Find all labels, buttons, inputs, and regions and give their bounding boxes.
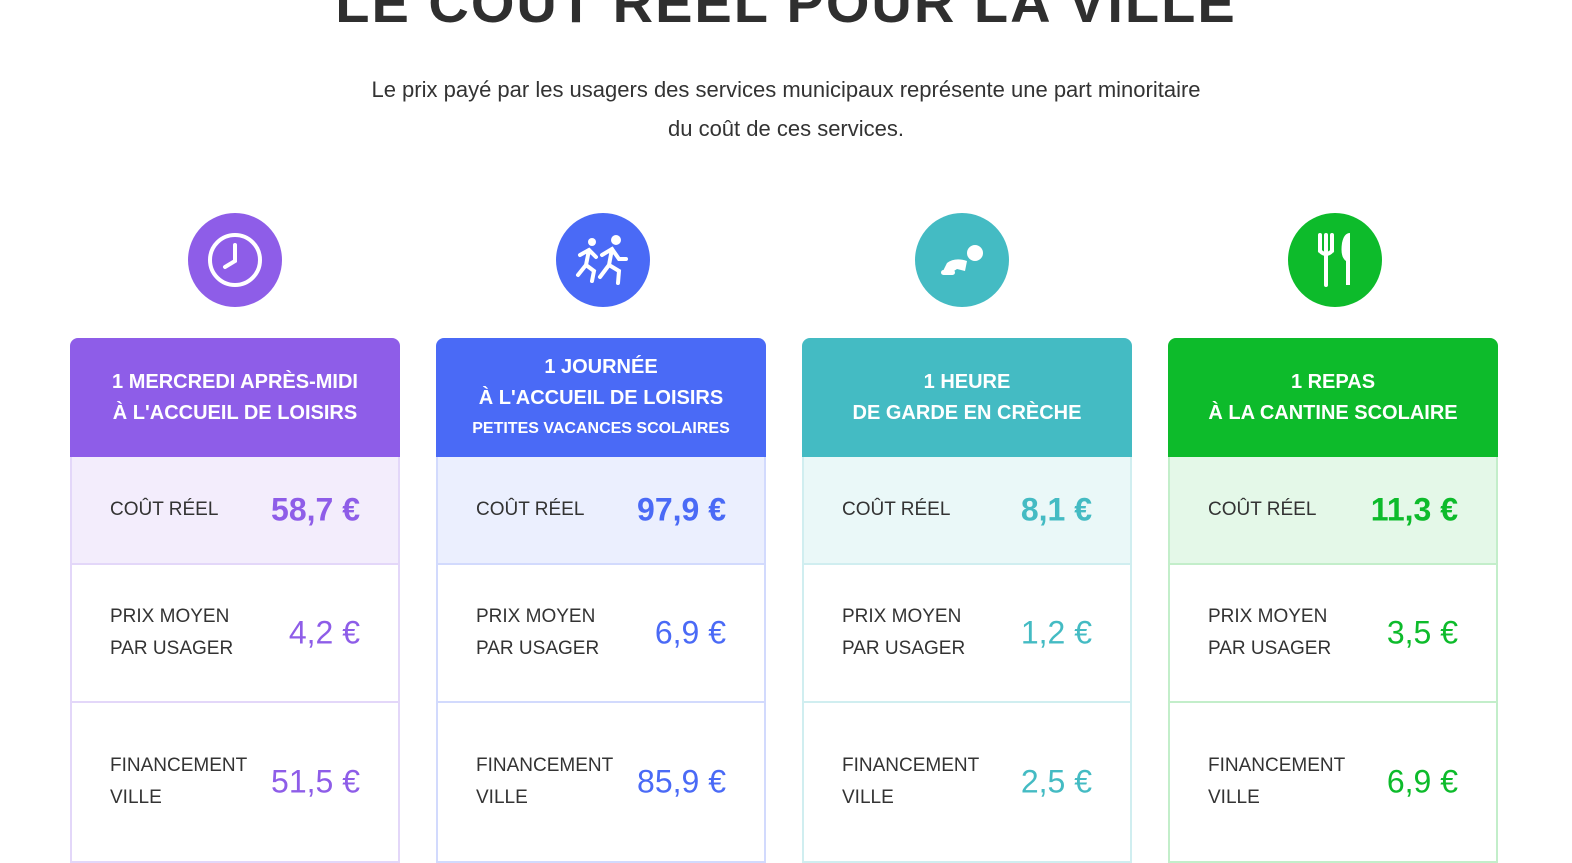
row-label-line: FINANCEMENT xyxy=(110,755,248,776)
row-label-line: PRIX MOYEN xyxy=(476,606,596,627)
row-value: 2,5 € xyxy=(1020,763,1092,800)
row-value: 6,9 € xyxy=(1386,763,1458,800)
intro-line: Le prix payé par les usagers des service… xyxy=(371,77,1201,102)
row-label: FINANCEMENT VILLE xyxy=(476,750,613,814)
card-row: FINANCEMENT VILLE 2,5 € xyxy=(802,703,1132,863)
row-value: 3,5 € xyxy=(1386,614,1458,651)
card: 1 MERCREDI APRÈS-MIDI À L'ACCUEIL DE LOIS… xyxy=(70,338,400,863)
cutlery-icon xyxy=(1288,213,1382,307)
row-label: PRIX MOYEN PAR USAGER xyxy=(842,601,965,665)
card: 1 HEURE DE GARDE EN CRÈCHE COÛT RÉEL 8,1 € P… xyxy=(802,338,1132,863)
card-row: FINANCEMENT VILLE 85,9 € xyxy=(436,703,766,863)
row-label-line: FINANCEMENT xyxy=(1208,755,1346,776)
row-label-line: PAR USAGER xyxy=(842,638,966,659)
card-note: PETITES VACANCES SCOLAIRES xyxy=(472,419,730,437)
card-row: FINANCEMENT VILLE 51,5 € xyxy=(70,703,400,863)
row-value: 11,3 € xyxy=(1370,491,1458,528)
page-title: LE COÛT RÉEL POUR LA VILLE xyxy=(335,0,1237,34)
row-value: 1,2 € xyxy=(1020,614,1092,651)
row-label-line: PRIX MOYEN xyxy=(110,606,230,627)
row-value: 97,9 € xyxy=(637,491,726,528)
card-header: 1 HEURE DE GARDE EN CRÈCHE xyxy=(802,338,1132,457)
card-row: PRIX MOYEN PAR USAGER 1,2 € xyxy=(802,565,1132,703)
row-label: PRIX MOYEN PAR USAGER xyxy=(110,601,233,665)
card-row: PRIX MOYEN PAR USAGER 3,5 € xyxy=(1168,565,1498,703)
card-row: FINANCEMENT VILLE 6,9 € xyxy=(1168,703,1498,863)
row-label-line: COÛT RÉEL xyxy=(110,499,219,520)
card: 1 REPAS À LA CANTINE SCOLAIRE COÛT RÉEL 11,… xyxy=(1168,338,1498,863)
card-title-line: 1 REPAS xyxy=(1290,370,1376,393)
row-label-line: VILLE xyxy=(842,787,894,808)
row-label: FINANCEMENT VILLE xyxy=(842,750,979,814)
row-value: 8,1 € xyxy=(1020,491,1092,528)
row-label: PRIX MOYEN PAR USAGER xyxy=(1208,601,1331,665)
card-title-line: DE GARDE EN CRÈCHE xyxy=(852,401,1082,424)
row-label-line: FINANCEMENT xyxy=(476,755,614,776)
row-label-line: PAR USAGER xyxy=(476,638,600,659)
row-label: COÛT RÉEL xyxy=(476,494,584,526)
card-row: COÛT RÉEL 58,7 € xyxy=(70,457,400,565)
card-row: PRIX MOYEN PAR USAGER 6,9 € xyxy=(436,565,766,703)
intro: Le prix payé par les usagers des service… xyxy=(0,70,1572,148)
card-row: COÛT RÉEL 8,1 € xyxy=(802,457,1132,565)
intro-line: du coût de ces services. xyxy=(667,116,904,141)
row-label-line: PRIX MOYEN xyxy=(1208,606,1328,627)
row-label-line: VILLE xyxy=(1208,787,1260,808)
card-title-line: À LA CANTINE SCOLAIRE xyxy=(1208,401,1458,424)
card-header: 1 MERCREDI APRÈS-MIDI À L'ACCUEIL DE LOIS… xyxy=(70,338,400,457)
card-row: PRIX MOYEN PAR USAGER 4,2 € xyxy=(70,565,400,703)
card-title-line: 1 JOURNÉE xyxy=(544,355,658,378)
card-title-line: À L'ACCUEIL DE LOISIRS xyxy=(112,401,358,424)
row-label: COÛT RÉEL xyxy=(110,494,218,526)
row-label: COÛT RÉEL xyxy=(1208,494,1316,526)
row-label-line: VILLE xyxy=(476,787,528,808)
row-label-line: COÛT RÉEL xyxy=(476,499,585,520)
row-label-line: COÛT RÉEL xyxy=(1208,499,1317,520)
row-value: 4,2 € xyxy=(288,614,360,651)
row-label-line: FINANCEMENT xyxy=(842,755,980,776)
card: 1 JOURNÉE À L'ACCUEIL DE LOISIRS PETITES V… xyxy=(436,338,766,863)
card-title-line: À L'ACCUEIL DE LOISIRS xyxy=(478,386,724,409)
row-label: FINANCEMENT VILLE xyxy=(110,750,247,814)
row-value: 51,5 € xyxy=(271,763,360,800)
card-header: 1 JOURNÉE À L'ACCUEIL DE LOISIRS PETITES V… xyxy=(436,338,766,457)
row-value: 58,7 € xyxy=(271,491,360,528)
row-label-line: VILLE xyxy=(110,787,162,808)
row-label: COÛT RÉEL xyxy=(842,494,950,526)
row-value: 85,9 € xyxy=(637,763,726,800)
card-title-line: 1 MERCREDI APRÈS-MIDI xyxy=(112,370,358,393)
row-label-line: PAR USAGER xyxy=(1208,638,1332,659)
row-label: FINANCEMENT VILLE xyxy=(1208,750,1345,814)
row-label: PRIX MOYEN PAR USAGER xyxy=(476,601,599,665)
baby-icon xyxy=(915,213,1009,307)
card-header: 1 REPAS À LA CANTINE SCOLAIRE xyxy=(1168,338,1498,457)
row-value: 6,9 € xyxy=(654,614,726,651)
children-icon xyxy=(556,213,650,307)
clock-icon xyxy=(188,213,282,307)
card-title-line: 1 HEURE xyxy=(923,370,1011,393)
row-label-line: PAR USAGER xyxy=(110,638,234,659)
card-row: COÛT RÉEL 97,9 € xyxy=(436,457,766,565)
row-label-line: PRIX MOYEN xyxy=(842,606,962,627)
card-row: COÛT RÉEL 11,3 € xyxy=(1168,457,1498,565)
row-label-line: COÛT RÉEL xyxy=(842,499,951,520)
